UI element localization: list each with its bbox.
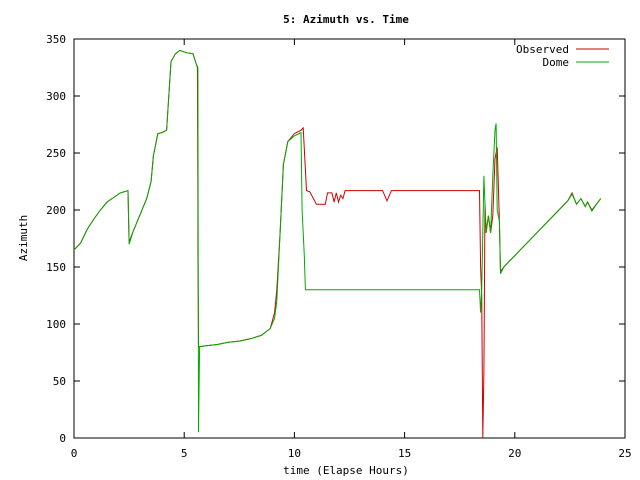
y-tick-label: 250 [46,147,66,160]
x-tick-label: 0 [71,447,78,460]
y-tick-label: 200 [46,204,66,217]
legend-label-observed: Observed [516,43,569,56]
x-tick-label: 10 [288,447,301,460]
series-line-observed [73,49,602,439]
x-tick-label: 20 [508,447,521,460]
plot-frame [73,38,626,439]
y-tick-label: 100 [46,318,66,331]
chart-title: 5: Azimuth vs. Time [283,13,409,26]
y-tick-label: 50 [53,375,66,388]
series-group [73,49,602,439]
legend-label-dome: Dome [543,56,570,69]
y-tick-label: 0 [59,432,66,445]
x-tick-label: 5 [181,447,188,460]
x-tick-label: 25 [618,447,631,460]
x-axis-label: time (Elapse Hours) [283,464,409,477]
y-tick-label: 150 [46,261,66,274]
y-axis-label: Azimuth [17,215,30,261]
y-tick-label: 350 [46,33,66,46]
series-line-dome [73,49,602,433]
y-tick-label: 300 [46,90,66,103]
x-tick-label: 15 [398,447,411,460]
